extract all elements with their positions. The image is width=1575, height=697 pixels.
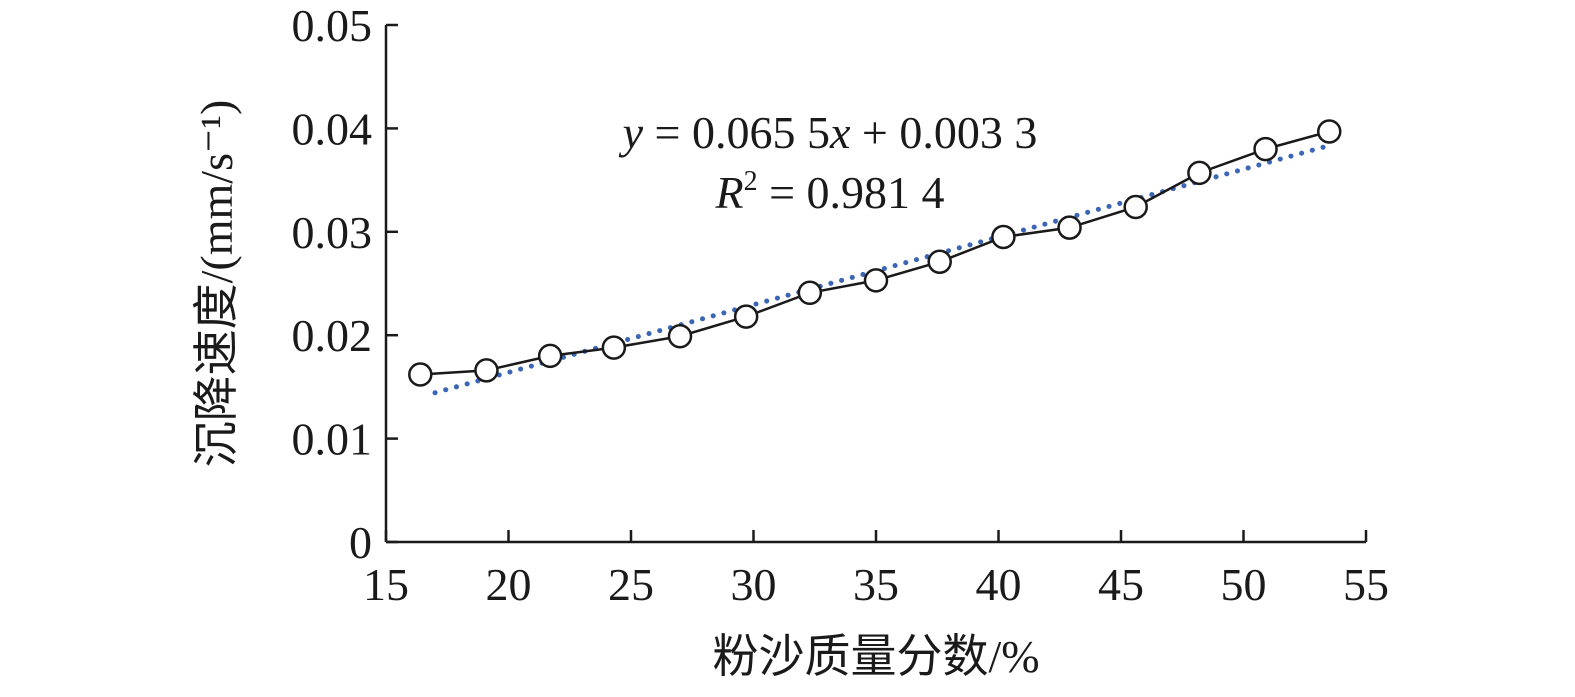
x-tick-label: 40 [976,559,1022,610]
x-tick-label: 35 [853,559,899,610]
x-tick-label: 25 [608,559,654,610]
y-tick-label: 0.04 [292,103,373,154]
x-tick-label: 20 [486,559,532,610]
data-point [601,335,627,360]
x-ticks: 15 20 25 30 35 40 45 50 55 [363,530,1389,610]
data-point [408,362,433,387]
equation-x-symbol: x [829,107,851,158]
y-ticks: 0 0.01 0.02 0.03 0.04 0.05 [292,0,398,568]
data-point [537,343,563,369]
data-point [927,249,952,275]
data-point [1317,119,1342,144]
y-tick-label: 0 [349,517,372,568]
equation-intercept: + 0.003 3 [850,107,1037,158]
equation-annotation: y = 0.065 5x + 0.003 3 [619,107,1038,158]
r-squared-annotation: R2 = 0.981 4 [714,166,944,218]
x-tick-label: 30 [731,559,777,610]
r-squared-symbol: R [714,167,743,218]
data-point [1123,194,1148,220]
x-tick-label: 15 [363,559,409,610]
x-tick-label: 55 [1343,559,1389,610]
data-point [474,358,499,383]
data-point [797,280,823,306]
y-tick-label: 0.01 [292,414,373,465]
data-point [1253,136,1278,162]
x-axis-title: 粉沙质量分数/% [712,631,1039,682]
y-tick-label: 0.03 [292,207,373,258]
y-tick-label: 0.02 [292,310,373,361]
r-squared-value: = 0.981 4 [758,167,945,218]
data-point [733,304,759,329]
series-layer [408,119,1342,387]
y-axis-title: 沉降速度/(mm/s⁻¹) [191,100,242,468]
data-point [1057,215,1082,240]
equation-y-symbol: y [619,107,644,158]
x-tick-label: 50 [1221,559,1267,610]
equation-slope: = 0.065 5 [643,107,830,158]
x-tick-label: 45 [1098,559,1144,610]
data-point [1187,160,1212,186]
r-squared-exponent: 2 [744,166,758,197]
data-point [991,224,1016,250]
y-tick-label: 0.05 [292,0,373,51]
data-point [863,268,889,293]
data-point [667,323,693,349]
